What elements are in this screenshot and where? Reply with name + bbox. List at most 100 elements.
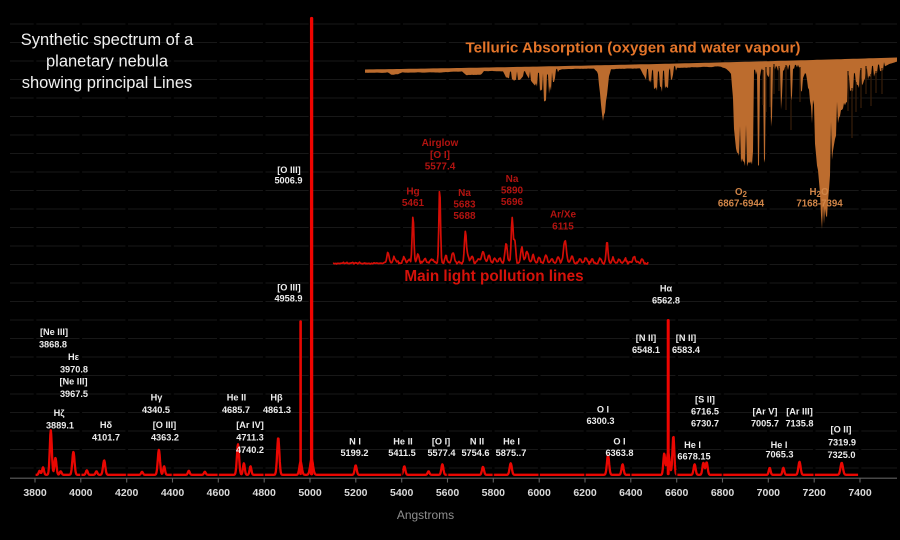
svg-text:5800: 5800 [482, 487, 506, 499]
svg-text:7325.0: 7325.0 [827, 450, 855, 460]
svg-text:O I: O I [613, 437, 625, 447]
svg-text:5683: 5683 [453, 200, 476, 211]
svg-text:Hδ: Hδ [100, 420, 113, 430]
svg-text:[Ne III]: [Ne III] [59, 377, 87, 387]
svg-text:6800: 6800 [711, 487, 735, 499]
svg-text:Hβ: Hβ [270, 393, 283, 403]
svg-text:N I: N I [349, 437, 361, 447]
svg-text:Hε: Hε [68, 352, 80, 362]
svg-text:6716.5: 6716.5 [691, 407, 719, 417]
svg-text:[O I]: [O I] [430, 150, 450, 161]
svg-text:7168-7394: 7168-7394 [796, 199, 843, 210]
svg-text:4000: 4000 [69, 487, 93, 499]
svg-text:7005.7: 7005.7 [751, 419, 779, 429]
svg-text:O I: O I [597, 405, 609, 415]
svg-text:6400: 6400 [619, 487, 643, 499]
svg-text:5600: 5600 [436, 487, 460, 499]
svg-text:[Ar III]: [Ar III] [786, 407, 813, 417]
svg-text:[Ar V]: [Ar V] [752, 407, 777, 417]
svg-text:4363.2: 4363.2 [151, 433, 179, 443]
svg-text:Na: Na [506, 174, 519, 185]
svg-text:7000: 7000 [757, 487, 781, 499]
svg-text:[O I]: [O I] [432, 437, 450, 447]
svg-text:7319.9: 7319.9 [828, 438, 856, 448]
svg-text:Hα: Hα [660, 284, 673, 294]
svg-text:Hγ: Hγ [151, 393, 164, 403]
svg-text:[O III]: [O III] [153, 420, 176, 430]
svg-text:He I: He I [503, 437, 520, 447]
svg-text:7135.8: 7135.8 [785, 419, 813, 429]
svg-text:6115: 6115 [552, 221, 574, 232]
svg-text:4600: 4600 [207, 487, 231, 499]
svg-text:4740.2: 4740.2 [236, 445, 264, 455]
svg-text:N II: N II [470, 437, 484, 447]
svg-text:6363.8: 6363.8 [605, 448, 633, 458]
svg-text:4400: 4400 [161, 487, 185, 499]
svg-text:5006.9: 5006.9 [274, 176, 302, 186]
svg-text:6867-6944: 6867-6944 [718, 199, 765, 210]
svg-text:7065.3: 7065.3 [765, 450, 793, 460]
svg-text:O2: O2 [735, 187, 748, 199]
svg-text:7400: 7400 [848, 487, 872, 499]
svg-text:4711.3: 4711.3 [236, 433, 264, 443]
svg-text:5400: 5400 [390, 487, 414, 499]
svg-text:showing principal Lines: showing principal Lines [22, 74, 193, 92]
svg-text:Main light pollution lines: Main light pollution lines [404, 268, 583, 285]
svg-text:4200: 4200 [115, 487, 139, 499]
svg-text:4340.5: 4340.5 [142, 405, 170, 415]
svg-text:5411.5: 5411.5 [388, 448, 416, 458]
svg-text:3800: 3800 [23, 487, 47, 499]
svg-text:[O II]: [O II] [831, 425, 852, 435]
svg-text:5688: 5688 [453, 211, 476, 222]
svg-text:6583.4: 6583.4 [672, 345, 701, 355]
svg-text:4861.3: 4861.3 [263, 405, 291, 415]
svg-text:Ar/Xe: Ar/Xe [550, 209, 577, 220]
svg-text:[N II]: [N II] [676, 333, 696, 343]
svg-text:[Ar IV]: [Ar IV] [236, 420, 264, 430]
svg-text:6548.1: 6548.1 [632, 345, 660, 355]
svg-text:3967.5: 3967.5 [60, 389, 88, 399]
svg-text:[Ne III]: [Ne III] [40, 327, 68, 337]
svg-text:Hζ: Hζ [54, 408, 66, 418]
svg-text:6678.15: 6678.15 [677, 452, 710, 462]
svg-text:He II: He II [227, 393, 246, 403]
svg-text:H2O: H2O [810, 187, 829, 199]
svg-text:4800: 4800 [252, 487, 276, 499]
svg-text:Hg: Hg [406, 187, 419, 198]
svg-text:He I: He I [684, 440, 701, 450]
svg-text:5577.4: 5577.4 [425, 162, 456, 173]
svg-text:[N II]: [N II] [636, 333, 656, 343]
svg-text:5000: 5000 [298, 487, 322, 499]
svg-text:6730.7: 6730.7 [691, 419, 719, 429]
svg-text:Telluric Absorption (oxygen an: Telluric Absorption (oxygen and water va… [465, 40, 800, 57]
svg-text:planetary nebula: planetary nebula [46, 53, 169, 71]
svg-text:3868.8: 3868.8 [39, 340, 67, 350]
svg-text:6300.3: 6300.3 [586, 416, 614, 426]
svg-text:5754.6: 5754.6 [461, 448, 489, 458]
svg-text:5200: 5200 [344, 487, 368, 499]
svg-text:4685.7: 4685.7 [222, 405, 250, 415]
svg-text:4958.9: 4958.9 [274, 294, 302, 304]
svg-text:[O III]: [O III] [277, 165, 300, 175]
svg-text:5890: 5890 [501, 186, 524, 197]
svg-text:5577.4: 5577.4 [427, 448, 456, 458]
svg-text:7200: 7200 [802, 487, 826, 499]
svg-text:Angstroms: Angstroms [397, 508, 454, 522]
svg-text:Synthetic spectrum of a: Synthetic spectrum of a [21, 31, 194, 49]
svg-text:5461: 5461 [402, 198, 425, 209]
svg-text:6000: 6000 [527, 487, 551, 499]
svg-text:[O III]: [O III] [277, 283, 300, 293]
svg-text:5199.2: 5199.2 [340, 448, 368, 458]
svg-text:3970.8: 3970.8 [60, 365, 88, 375]
svg-text:4101.7: 4101.7 [92, 433, 120, 443]
svg-text:Na: Na [458, 188, 471, 199]
svg-text:Airglow: Airglow [422, 138, 459, 149]
svg-text:6600: 6600 [665, 487, 689, 499]
svg-text:He I: He I [771, 440, 788, 450]
svg-text:6562.8: 6562.8 [652, 296, 680, 306]
svg-text:3889.1: 3889.1 [46, 421, 74, 431]
svg-text:[S II]: [S II] [695, 395, 715, 405]
svg-text:6200: 6200 [573, 487, 597, 499]
svg-text:5875..7: 5875..7 [496, 448, 527, 458]
svg-text:He II: He II [393, 437, 412, 447]
